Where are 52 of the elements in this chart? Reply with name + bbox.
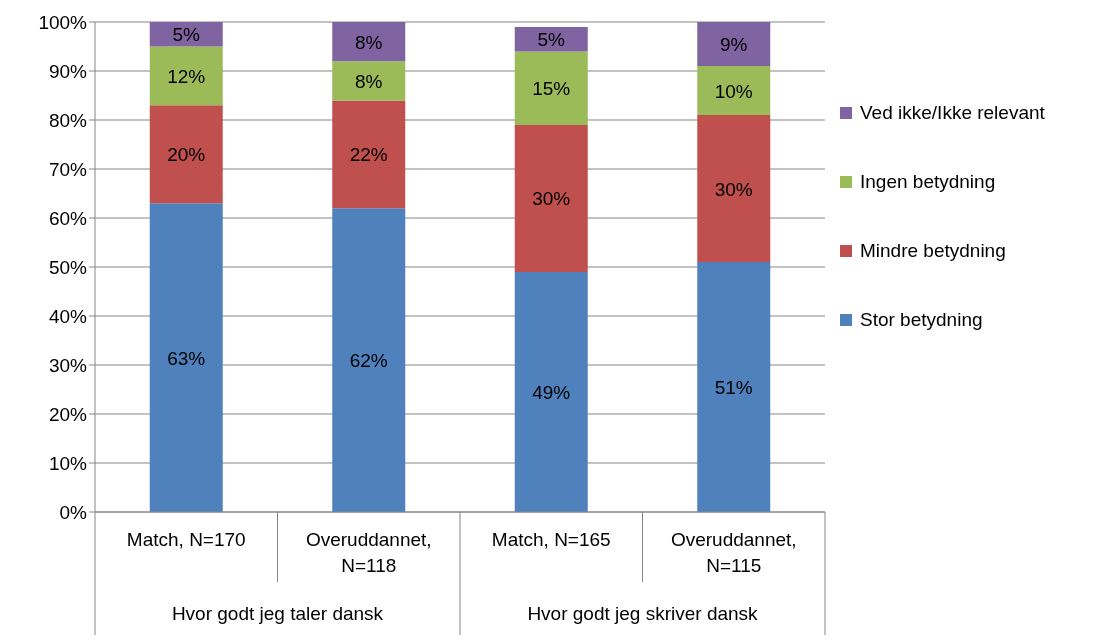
data-label: 8%	[355, 70, 383, 92]
data-label: 5%	[172, 24, 201, 46]
x-tick-label: Overuddannet, N=115	[670, 529, 797, 576]
y-tick-label: 60%	[48, 207, 88, 229]
legend-label: Mindre betydning	[860, 239, 1006, 262]
data-label: 15%	[532, 78, 571, 100]
bar	[514, 124, 588, 272]
data-label: 5%	[537, 29, 566, 51]
x-tick-label: Match, N=165	[491, 529, 611, 550]
legend-label: Ingen betydning	[860, 170, 996, 193]
y-tick-label: 40%	[48, 305, 88, 327]
data-label: 30%	[714, 178, 753, 200]
y-tick-label: 20%	[48, 403, 88, 425]
data-label: 51%	[714, 377, 753, 399]
data-label: 8%	[355, 31, 383, 53]
data-label: 22%	[349, 144, 388, 166]
bar	[697, 22, 771, 67]
y-tick-label: 100%	[38, 11, 88, 33]
bar	[697, 115, 771, 263]
bar	[514, 271, 588, 512]
data-label: 30%	[532, 188, 571, 210]
bar	[149, 22, 223, 47]
legend-label: Stor betydning	[860, 308, 983, 331]
y-tick-label: 80%	[48, 109, 88, 131]
data-label: 10%	[714, 80, 753, 102]
bar	[332, 208, 406, 512]
y-tick-label: 10%	[48, 452, 88, 474]
bar	[697, 66, 771, 116]
data-label: 9%	[720, 34, 748, 56]
text: Hvor godt jeg taler dansk	[171, 603, 384, 624]
y-tick-label: 50%	[48, 256, 88, 278]
bar	[149, 105, 223, 204]
legend-label: Ved ikke/Ikke relevant	[860, 101, 1045, 124]
bar	[149, 203, 223, 512]
bar	[514, 51, 588, 125]
data-label: 63%	[167, 347, 206, 369]
y-tick-label: 0%	[59, 501, 88, 523]
data-label: 12%	[167, 65, 206, 87]
x-tick-label: Match, N=170	[126, 529, 246, 550]
bar	[332, 61, 406, 101]
x-tick-label: Overuddannet, N=118	[305, 529, 432, 576]
data-label: 20%	[167, 144, 206, 166]
y-tick-label: 30%	[48, 354, 88, 376]
y-tick-label: 90%	[48, 60, 88, 82]
data-label: 62%	[349, 350, 388, 372]
bar	[697, 262, 771, 512]
bar	[332, 22, 406, 62]
data-label: 49%	[532, 381, 571, 403]
bar	[332, 100, 406, 209]
text: Hvor godt jeg skriver dansk	[527, 603, 759, 624]
bar	[149, 46, 223, 106]
y-tick-label: 70%	[48, 158, 88, 180]
